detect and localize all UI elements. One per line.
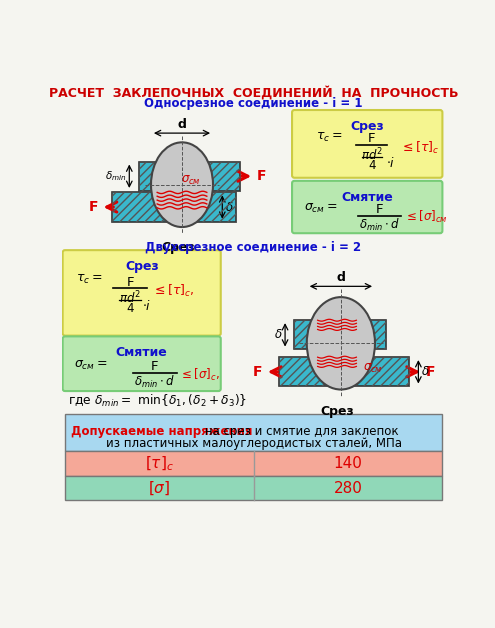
FancyBboxPatch shape [65,414,443,451]
Text: где $\delta_{min}= $ min$\{\delta_1, (\delta_2+\delta_3)\}$: где $\delta_{min}= $ min$\{\delta_1, (\d… [68,393,248,409]
Text: F: F [368,133,376,145]
Text: РАСЧЕТ  ЗАКЛЕПОЧНЫХ  СОЕДИНЕНИЙ  НА  ПРОЧНОСТЬ: РАСЧЕТ ЗАКЛЕПОЧНЫХ СОЕДИНЕНИЙ НА ПРОЧНОС… [49,85,458,99]
Text: 4: 4 [126,301,134,315]
Text: 4: 4 [368,158,376,171]
Text: F: F [376,203,383,216]
Text: Срез: Срез [125,260,158,273]
Text: Срез: Срез [350,120,384,133]
Polygon shape [112,192,236,222]
Text: Срез: Срез [161,241,195,254]
Polygon shape [279,357,347,386]
Text: $\sigma_{см} =$: $\sigma_{см} =$ [303,202,337,215]
Text: $\sigma_{см} =$: $\sigma_{см} =$ [74,359,107,372]
FancyBboxPatch shape [63,250,221,335]
Text: F: F [151,360,158,373]
FancyBboxPatch shape [292,110,443,178]
Text: $\delta$: $\delta$ [225,200,233,214]
Text: $\delta_{min} \cdot d$: $\delta_{min} \cdot d$ [359,217,400,233]
Ellipse shape [151,143,213,227]
Text: $\leq [\sigma]_c,$: $\leq [\sigma]_c,$ [179,366,220,382]
Text: $[\sigma]$: $[\sigma]$ [148,479,170,497]
Text: $\delta_{min}$: $\delta_{min}$ [104,170,126,183]
Text: Смятие: Смятие [116,347,168,359]
Text: $[\tau]_c$: $[\tau]_c$ [145,454,174,473]
Text: $\leq [\tau]_c$: $\leq [\tau]_c$ [400,140,439,156]
Polygon shape [353,357,409,386]
Text: $\pi d^2$: $\pi d^2$ [361,146,383,163]
Text: F: F [426,365,436,379]
Text: $\tau_c =$: $\tau_c =$ [316,131,343,144]
Text: $\leq [\sigma]_{см}$: $\leq [\sigma]_{см}$ [404,209,448,225]
Text: Срез: Срез [320,405,354,418]
Text: на срез и смятие для заклепок: на срез и смятие для заклепок [201,425,399,438]
Text: Двухсрезное соединение - i = 2: Двухсрезное соединение - i = 2 [145,241,361,254]
Text: $\delta_{min} \cdot d$: $\delta_{min} \cdot d$ [135,374,175,390]
Text: F: F [257,169,267,183]
Text: $\pi d^2$: $\pi d^2$ [119,290,141,306]
Polygon shape [140,161,240,191]
Text: $\leq [\tau]_c,$: $\leq [\tau]_c,$ [152,283,195,300]
Text: $\sigma_{см}$: $\sigma_{см}$ [362,362,383,376]
Text: $\cdot i$: $\cdot i$ [143,300,152,313]
Text: $\cdot i$: $\cdot i$ [386,156,395,170]
Text: Допускаемые напряжения: Допускаемые напряжения [71,425,252,438]
FancyBboxPatch shape [292,181,443,233]
FancyBboxPatch shape [65,476,443,501]
Text: F: F [126,276,134,288]
Polygon shape [295,320,386,349]
Text: $\delta$: $\delta$ [274,328,283,342]
Text: 140: 140 [334,456,362,471]
Text: F: F [89,200,99,214]
FancyBboxPatch shape [63,337,221,391]
Text: d: d [178,118,187,131]
Text: $\delta$: $\delta$ [421,365,429,378]
Text: 280: 280 [334,480,362,495]
Text: $\sigma_{см}$: $\sigma_{см}$ [181,175,201,187]
Ellipse shape [307,297,375,389]
Text: Смятие: Смятие [342,191,393,204]
Text: F: F [252,365,262,379]
Text: d: d [337,271,346,284]
FancyBboxPatch shape [65,451,443,476]
Text: $\tau_c =$: $\tau_c =$ [76,273,102,286]
Text: Односрезное соединение - i = 1: Односрезное соединение - i = 1 [144,97,362,110]
Text: из пластичных малоуглеродистых сталей, МПа: из пластичных малоуглеродистых сталей, М… [106,437,401,450]
